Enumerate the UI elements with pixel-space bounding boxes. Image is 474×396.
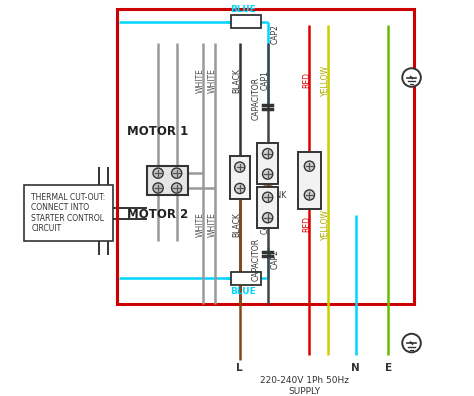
Bar — [257, 143, 278, 184]
Circle shape — [263, 169, 273, 179]
Text: MOTOR 1: MOTOR 1 — [128, 125, 189, 138]
Circle shape — [235, 162, 245, 172]
Text: BLUE: BLUE — [230, 6, 255, 14]
Text: WHITE: WHITE — [195, 212, 204, 237]
Bar — [229, 156, 250, 199]
Text: LINK: LINK — [270, 191, 287, 200]
Text: RED: RED — [302, 72, 311, 88]
Circle shape — [304, 161, 315, 171]
Text: 220-240V 1Ph 50Hz
SUPPLY: 220-240V 1Ph 50Hz SUPPLY — [260, 377, 349, 396]
Bar — [24, 185, 113, 241]
Text: CAP2: CAP2 — [271, 249, 280, 269]
Text: CAP2: CAP2 — [271, 24, 280, 44]
Text: CAP1: CAP1 — [260, 214, 269, 234]
Bar — [257, 187, 278, 228]
Text: YELLOW: YELLOW — [321, 209, 330, 240]
Text: MOTOR 2: MOTOR 2 — [128, 208, 189, 221]
Text: L: L — [237, 363, 243, 373]
Text: THERMAL CUT-OUT:
CONNECT INTO
STARTER CONTROL
CIRCUIT: THERMAL CUT-OUT: CONNECT INTO STARTER CO… — [31, 193, 106, 233]
Circle shape — [153, 183, 163, 193]
Circle shape — [172, 168, 182, 178]
Circle shape — [402, 68, 421, 87]
Circle shape — [263, 192, 273, 202]
Text: E: E — [385, 363, 392, 373]
Text: CAPACITOR: CAPACITOR — [252, 77, 261, 120]
Text: CAP1: CAP1 — [260, 70, 269, 90]
Bar — [231, 272, 261, 285]
Text: YELLOW: YELLOW — [321, 65, 330, 96]
Circle shape — [172, 183, 182, 193]
Text: RED: RED — [302, 216, 311, 232]
Circle shape — [304, 190, 315, 200]
Bar — [231, 15, 261, 28]
Circle shape — [263, 213, 273, 223]
Text: BLUE: BLUE — [230, 287, 255, 296]
Text: BLACK: BLACK — [233, 68, 241, 93]
Bar — [147, 166, 188, 196]
Circle shape — [153, 168, 163, 178]
Text: BLACK: BLACK — [233, 212, 241, 237]
Text: CAPACITOR: CAPACITOR — [252, 238, 261, 281]
Bar — [117, 9, 414, 304]
Text: WHITE: WHITE — [208, 212, 217, 237]
Text: N: N — [351, 363, 360, 373]
Text: WHITE: WHITE — [208, 68, 217, 93]
Bar — [298, 152, 320, 209]
Text: WHITE: WHITE — [195, 68, 204, 93]
Circle shape — [263, 148, 273, 159]
Circle shape — [402, 334, 421, 352]
Circle shape — [235, 183, 245, 194]
